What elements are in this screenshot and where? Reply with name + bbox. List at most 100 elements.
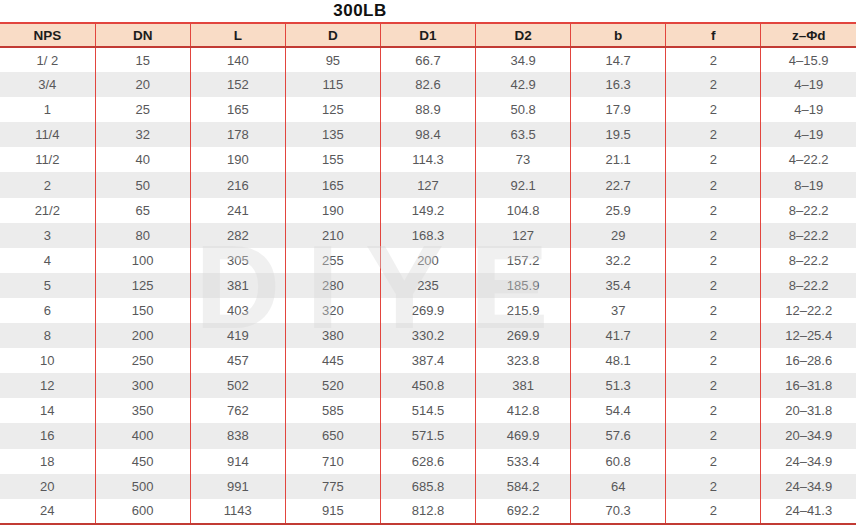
table-row: 8200419380330.2269.941.7212–25.4 [0, 323, 856, 348]
cell: 400 [95, 423, 190, 448]
cell: 2 [666, 348, 761, 373]
cell: 2 [666, 449, 761, 474]
cell: 57.6 [571, 423, 666, 448]
cell: 2 [666, 474, 761, 499]
cell: 2 [666, 72, 761, 97]
cell: 155 [285, 147, 380, 172]
cell: 330.2 [380, 323, 475, 348]
cell: 520 [285, 373, 380, 398]
column-header: L [190, 23, 285, 47]
cell: 710 [285, 449, 380, 474]
cell: 914 [190, 449, 285, 474]
cell: 80 [95, 223, 190, 248]
cell: 1 [0, 97, 95, 122]
column-header: f [666, 23, 761, 47]
table-row: 18450914710628.6533.460.8224–34.9 [0, 449, 856, 474]
cell: 584.2 [476, 474, 571, 499]
cell: 4–22.2 [761, 147, 856, 172]
cell: 2 [666, 223, 761, 248]
cell: 4–19 [761, 122, 856, 147]
cell: 70.3 [571, 499, 666, 524]
cell: 269.9 [380, 298, 475, 323]
cell: 419 [190, 323, 285, 348]
cell: 125 [95, 273, 190, 298]
cell: 2 [666, 423, 761, 448]
cell: 350 [95, 398, 190, 423]
cell: 457 [190, 348, 285, 373]
cell: 2 [666, 273, 761, 298]
cell: 8 [0, 323, 95, 348]
cell: 22.7 [571, 172, 666, 197]
table-row: 246001143915812.8692.270.3224–41.3 [0, 499, 856, 524]
cell: 40 [95, 147, 190, 172]
cell: 21/2 [0, 198, 95, 223]
table-row: 25021616512792.122.728–19 [0, 172, 856, 197]
cell: 150 [95, 298, 190, 323]
cell: 104.8 [476, 198, 571, 223]
cell: 157.2 [476, 248, 571, 273]
cell: 115 [285, 72, 380, 97]
table-row: 20500991775685.8584.264224–34.9 [0, 474, 856, 499]
cell: 20 [95, 72, 190, 97]
cell: 37 [571, 298, 666, 323]
cell: 650 [285, 423, 380, 448]
cell: 24–34.9 [761, 474, 856, 499]
cell: 2 [666, 147, 761, 172]
cell: 300 [95, 373, 190, 398]
cell: 200 [95, 323, 190, 348]
table-row: 1/ 2151409566.734.914.724–15.9 [0, 47, 856, 72]
cell: 24–41.3 [761, 499, 856, 524]
cell: 210 [285, 223, 380, 248]
table-row: 12300502520450.838151.3216–31.8 [0, 373, 856, 398]
cell: 2 [666, 172, 761, 197]
cell: 114.3 [380, 147, 475, 172]
table-head: NPSDNLDD1D2bfz–Φd [0, 23, 856, 47]
cell: 140 [190, 47, 285, 72]
cell: 17.9 [571, 97, 666, 122]
table-row: 6150403320269.9215.937212–22.2 [0, 298, 856, 323]
cell: 915 [285, 499, 380, 524]
cell: 165 [285, 172, 380, 197]
cell: 323.8 [476, 348, 571, 373]
table-row: 4100305255200157.232.228–22.2 [0, 248, 856, 273]
cell: 25.9 [571, 198, 666, 223]
column-header: D [285, 23, 380, 47]
table-row: 11/43217813598.463.519.524–19 [0, 122, 856, 147]
cell: 15 [95, 47, 190, 72]
cell: 812.8 [380, 499, 475, 524]
column-header: z–Φd [761, 23, 856, 47]
cell: 35.4 [571, 273, 666, 298]
cell: 4–19 [761, 97, 856, 122]
cell: 50 [95, 172, 190, 197]
cell: 215.9 [476, 298, 571, 323]
cell: 16 [0, 423, 95, 448]
cell: 190 [190, 147, 285, 172]
cell: 403 [190, 298, 285, 323]
cell: 255 [285, 248, 380, 273]
cell: 16–31.8 [761, 373, 856, 398]
table-header-row: NPSDNLDD1D2bfz–Φd [0, 23, 856, 47]
cell: 168.3 [380, 223, 475, 248]
cell: 152 [190, 72, 285, 97]
cell: 60.8 [571, 449, 666, 474]
cell: 3 [0, 223, 95, 248]
table-row: 5125381280235185.935.428–22.2 [0, 273, 856, 298]
cell: 92.1 [476, 172, 571, 197]
cell: 991 [190, 474, 285, 499]
cell: 100 [95, 248, 190, 273]
table-row: 21/265241190149.2104.825.928–22.2 [0, 198, 856, 223]
cell: 685.8 [380, 474, 475, 499]
cell: 73 [476, 147, 571, 172]
cell: 235 [380, 273, 475, 298]
cell: 2 [666, 323, 761, 348]
cell: 838 [190, 423, 285, 448]
cell: 2 [666, 47, 761, 72]
cell: 4–15.9 [761, 47, 856, 72]
cell: 20–34.9 [761, 423, 856, 448]
cell: 25 [95, 97, 190, 122]
cell: 32 [95, 122, 190, 147]
cell: 585 [285, 398, 380, 423]
cell: 2 [666, 248, 761, 273]
cell: 469.9 [476, 423, 571, 448]
catalog-page: 300LB NPSDNLDD1D2bfz–Φd 1/ 2151409566.73… [0, 0, 856, 525]
